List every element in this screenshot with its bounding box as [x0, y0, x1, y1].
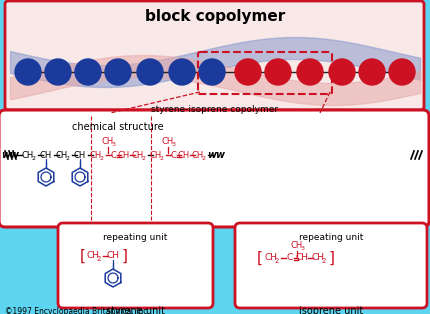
Text: CH: CH — [162, 138, 174, 147]
Circle shape — [389, 59, 415, 85]
FancyBboxPatch shape — [235, 223, 427, 308]
Text: CH: CH — [102, 138, 114, 147]
Text: C: C — [287, 253, 293, 263]
Text: ©1997 Encyclopaedia Britannica, Inc.: ©1997 Encyclopaedia Britannica, Inc. — [5, 306, 150, 314]
Text: repeating unit: repeating unit — [299, 234, 363, 242]
Text: styrene unit: styrene unit — [106, 306, 165, 314]
Text: CH: CH — [311, 253, 325, 263]
Circle shape — [329, 59, 355, 85]
Text: ww: ww — [207, 150, 225, 160]
Circle shape — [45, 59, 71, 85]
Text: C: C — [110, 150, 116, 160]
Text: 3: 3 — [112, 143, 116, 148]
Text: [: [ — [80, 248, 86, 263]
Text: 2: 2 — [32, 155, 36, 160]
FancyBboxPatch shape — [58, 223, 213, 308]
Text: CH: CH — [90, 150, 102, 160]
Circle shape — [235, 59, 261, 85]
Text: 2: 2 — [322, 258, 326, 264]
Text: CH: CH — [291, 241, 303, 250]
Circle shape — [169, 59, 195, 85]
Text: CH: CH — [74, 150, 86, 160]
Text: CH: CH — [192, 150, 204, 160]
Text: 2: 2 — [100, 155, 104, 160]
FancyBboxPatch shape — [0, 110, 429, 227]
Circle shape — [297, 59, 323, 85]
Circle shape — [105, 59, 131, 85]
Text: 2: 2 — [202, 155, 206, 160]
Circle shape — [199, 59, 225, 85]
Text: isoprene unit: isoprene unit — [299, 306, 363, 314]
Text: repeating unit: repeating unit — [103, 234, 168, 242]
Text: CH: CH — [86, 252, 99, 261]
Text: 2: 2 — [97, 256, 101, 262]
Text: 3: 3 — [301, 246, 305, 251]
Text: CH: CH — [150, 150, 162, 160]
Circle shape — [137, 59, 163, 85]
Text: CH: CH — [132, 150, 144, 160]
Text: CH: CH — [40, 150, 52, 160]
FancyBboxPatch shape — [5, 1, 424, 110]
Text: 2: 2 — [66, 155, 70, 160]
Text: CH: CH — [118, 150, 130, 160]
Text: 3: 3 — [172, 143, 176, 148]
Text: CH: CH — [56, 150, 68, 160]
Circle shape — [359, 59, 385, 85]
Circle shape — [15, 59, 41, 85]
Text: 2: 2 — [142, 155, 146, 160]
Text: ww: ww — [1, 150, 19, 160]
Text: ]: ] — [329, 251, 335, 266]
Text: CH: CH — [264, 253, 277, 263]
Text: 2: 2 — [160, 155, 164, 160]
Text: CH: CH — [107, 252, 120, 261]
Circle shape — [75, 59, 101, 85]
Text: block copolymer: block copolymer — [145, 9, 285, 24]
Text: 2: 2 — [275, 258, 279, 264]
Text: chemical structure: chemical structure — [72, 122, 164, 132]
Circle shape — [265, 59, 291, 85]
Text: C: C — [170, 150, 176, 160]
Text: [: [ — [257, 251, 263, 266]
Text: ]: ] — [122, 248, 128, 263]
Text: styrene-isoprene copolymer: styrene-isoprene copolymer — [151, 106, 279, 115]
Text: CH: CH — [295, 253, 308, 263]
Text: CH: CH — [22, 150, 34, 160]
Text: CH: CH — [178, 150, 190, 160]
